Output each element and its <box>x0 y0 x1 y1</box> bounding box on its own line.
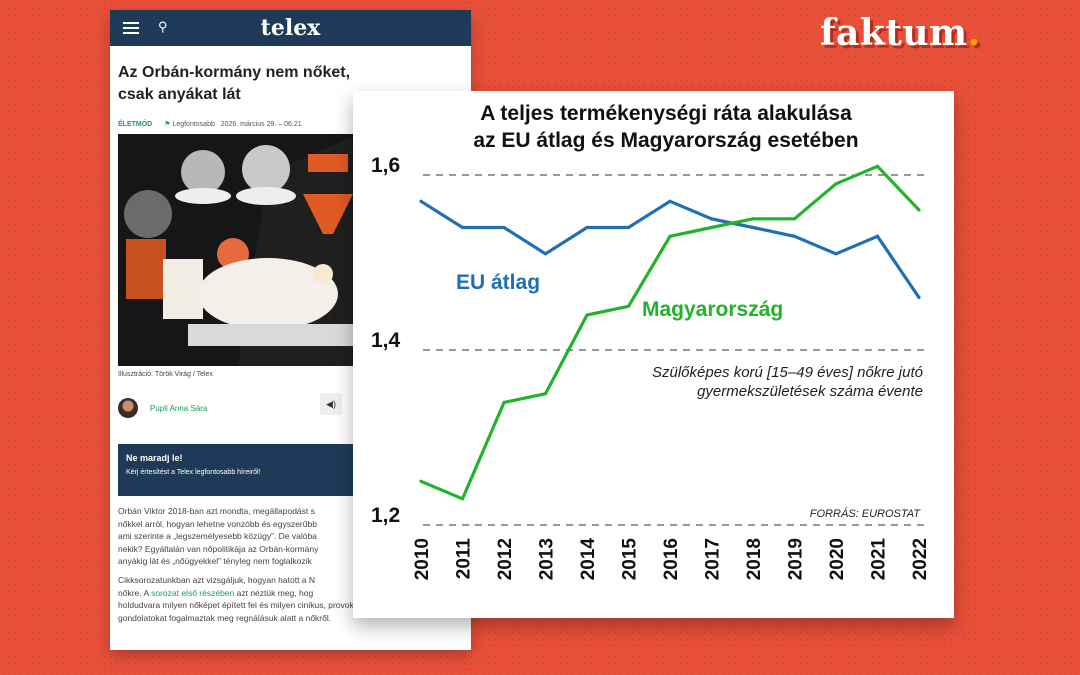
data-point <box>668 234 672 238</box>
body-line-part: azt néztük meg, hog <box>234 587 314 598</box>
notification-title: Ne maradj le! <box>126 453 183 463</box>
y-tick-label: 1,2 <box>371 504 400 527</box>
body-paragraph-2: Cikksorozatunkban azt vizsgáljuk, hogyan… <box>118 574 378 624</box>
data-point <box>419 199 423 203</box>
series-label-eu: EU átlag <box>456 271 540 294</box>
x-tick-label: 2014 <box>578 538 599 581</box>
x-tick-label: 2022 <box>910 538 931 580</box>
body-line: nekik? Egyáltalán van nőpolitikája az Or… <box>118 543 319 554</box>
data-point <box>751 217 755 221</box>
y-tick-label: 1,6 <box>371 154 400 177</box>
data-point <box>460 225 465 230</box>
article-date: 2026. március 29. – 06:21 <box>220 121 302 128</box>
x-tick-label: 2020 <box>827 538 848 580</box>
source-label: FORRÁS: EUROSTAT <box>810 507 921 520</box>
faktum-logo: faktum. <box>820 12 981 54</box>
data-point <box>792 234 797 238</box>
series-line-1 <box>420 164 921 501</box>
body-line: gondolatokat fogalmaztak meg regnálásuk … <box>118 612 332 623</box>
article-body: Orbán Viktor 2018-ban azt mondta, megáll… <box>118 505 378 630</box>
notification-text: Kérj értesítést a Telex legfontosabb hír… <box>126 469 261 476</box>
body-line: holdudvara milyen nőképet épített fel és… <box>118 600 368 611</box>
chart-card: A teljes termékenységi ráta alakulása az… <box>353 91 954 618</box>
data-point <box>709 225 714 230</box>
body-line: anyákig lát és „nőügyekkel” tényleg nem … <box>118 556 312 567</box>
x-tick-label: 2018 <box>744 538 765 580</box>
x-tick-label: 2015 <box>620 538 641 581</box>
data-point <box>502 400 506 405</box>
annotation-line-1: Szülőképes korú [15–49 éves] nőkre jutó <box>652 364 923 381</box>
article-illustration <box>118 134 358 366</box>
data-point <box>668 199 672 203</box>
x-tick-label: 2013 <box>537 538 558 580</box>
data-point <box>626 225 631 230</box>
y-tick-label: 1,4 <box>371 329 401 352</box>
body-line: Orbán Viktor 2018-ban azt mondta, megáll… <box>118 506 315 516</box>
chart-subtitle: az EU átlag és Magyarország esetében <box>473 129 858 152</box>
data-point <box>834 252 838 256</box>
series-link[interactable]: sorozat első részében <box>151 587 235 598</box>
author-name[interactable]: Pupli Anna Sára <box>150 404 208 413</box>
body-line: nőkkel arról, hogyan lehetne vonzóbb és … <box>118 518 317 529</box>
x-tick-label: 2021 <box>869 538 890 581</box>
data-point <box>709 217 714 221</box>
x-tick-label: 2011 <box>454 538 475 580</box>
x-tick-label: 2012 <box>495 538 516 580</box>
data-point <box>626 304 631 308</box>
series-label-hu: Magyarország <box>642 298 783 321</box>
data-point <box>460 497 465 501</box>
x-tick-label: 2016 <box>661 538 682 580</box>
data-point <box>585 313 589 317</box>
data-point <box>917 208 921 212</box>
body-line-part: nőkre. A <box>118 587 152 598</box>
speaker-icon[interactable]: ◀) <box>320 393 342 415</box>
brand-name: faktum <box>820 12 968 54</box>
flag-icon: ⚑ <box>164 121 171 128</box>
author-avatar[interactable] <box>118 398 138 418</box>
flag-label: Legfontosabb <box>172 121 215 128</box>
category-tag[interactable]: ÉLETMÓD <box>118 121 153 128</box>
data-point <box>834 182 838 186</box>
x-tick-label: 2017 <box>703 538 724 580</box>
image-caption: Illusztráció: Török Virág / Telex <box>118 371 213 378</box>
body-line: ami szerinte a „legszemélyesebb közügy”.… <box>118 531 317 542</box>
brand-dot: . <box>967 12 981 54</box>
data-point <box>585 225 589 230</box>
data-point <box>875 164 880 168</box>
article-title: Az Orbán-kormány nem nőket, csak anyákat… <box>118 64 351 103</box>
hamburger-menu-icon[interactable] <box>123 22 139 34</box>
body-line: Cikksorozatunkban azt vizsgáljuk, hogyan… <box>118 574 316 585</box>
article-meta: ÉLETMÓD ⚑ Legfontosabb 2026. március 29.… <box>118 120 302 128</box>
data-point <box>875 234 880 238</box>
data-point <box>543 392 548 396</box>
x-tick-label: 2010 <box>412 538 433 580</box>
data-point <box>917 295 921 300</box>
data-point <box>543 252 548 256</box>
body-paragraph-1: Orbán Viktor 2018-ban azt mondta, megáll… <box>118 505 378 568</box>
annotation-line-2: gyermekszületések száma évente <box>697 383 923 400</box>
data-point <box>751 225 755 230</box>
notification-box[interactable]: Ne maradj le! Kérj értesítést a Telex le… <box>118 444 368 496</box>
x-tick-label: 2019 <box>786 538 807 580</box>
fertility-line-chart: A teljes termékenységi ráta alakulása az… <box>371 102 931 581</box>
data-point <box>419 479 423 483</box>
chart-title: A teljes termékenységi ráta alakulása <box>480 102 852 125</box>
article-header: ⚲ telex <box>110 10 471 46</box>
data-point <box>792 217 797 221</box>
data-point <box>502 225 506 230</box>
search-icon[interactable]: ⚲ <box>158 19 168 34</box>
telex-logo[interactable]: telex <box>260 15 321 41</box>
